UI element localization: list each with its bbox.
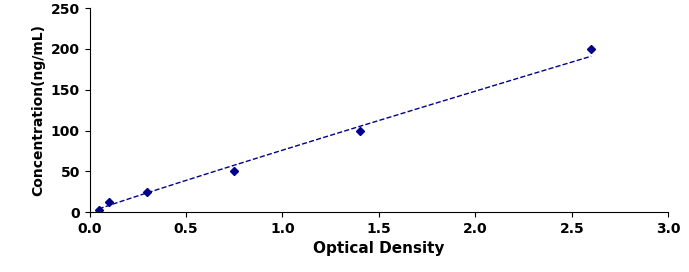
Y-axis label: Concentration(ng/mL): Concentration(ng/mL) [31,24,45,196]
X-axis label: Optical Density: Optical Density [313,242,444,256]
